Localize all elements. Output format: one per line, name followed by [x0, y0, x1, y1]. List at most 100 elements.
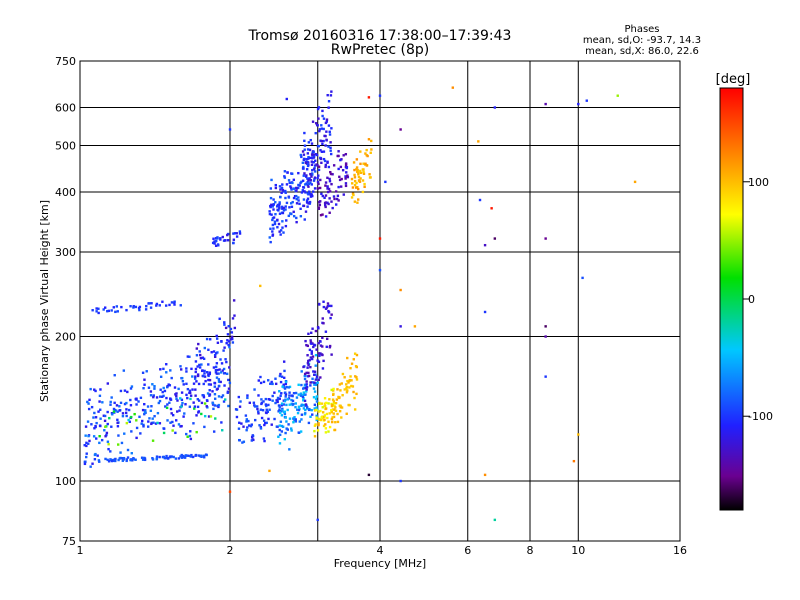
data-point [302, 407, 306, 410]
data-point [356, 170, 359, 173]
data-point [317, 303, 321, 306]
data-point [203, 346, 207, 350]
data-point [259, 284, 262, 288]
data-point [483, 310, 487, 314]
data-point [267, 403, 270, 407]
data-point [275, 425, 279, 428]
data-point [223, 321, 226, 324]
data-point [277, 222, 281, 226]
data-point [281, 385, 284, 388]
data-point [316, 429, 320, 432]
data-point [99, 388, 102, 391]
data-point [320, 402, 324, 405]
data-point [158, 455, 161, 459]
data-point [269, 196, 273, 200]
data-point [286, 171, 289, 174]
data-point [357, 187, 360, 191]
data-point [316, 381, 319, 384]
data-point [313, 435, 317, 438]
data-point [102, 308, 105, 311]
data-point [299, 214, 303, 218]
data-point [314, 423, 317, 426]
data-point [305, 406, 309, 409]
data-point [84, 425, 88, 428]
data-point [353, 200, 357, 203]
data-point [269, 204, 272, 208]
data-point [327, 100, 331, 103]
data-point [207, 415, 211, 418]
data-point [185, 370, 188, 373]
data-point [304, 408, 307, 412]
data-point [306, 177, 309, 180]
data-point [350, 177, 354, 181]
data-point [278, 207, 281, 210]
y-tick-label: 600 [55, 102, 76, 115]
data-point [302, 393, 305, 397]
data-point [306, 362, 310, 365]
data-point [116, 421, 119, 425]
data-point [311, 169, 314, 172]
data-point [174, 457, 178, 460]
data-point [303, 383, 307, 387]
data-point [313, 344, 317, 347]
data-point [226, 233, 229, 237]
data-point [207, 348, 210, 352]
data-point [279, 411, 282, 414]
data-point [493, 106, 497, 109]
data-point [203, 414, 207, 418]
data-point [283, 175, 286, 178]
data-point [149, 390, 153, 393]
data-point [352, 390, 355, 394]
data-point [284, 393, 288, 396]
data-point [216, 243, 220, 246]
data-point [290, 205, 294, 208]
data-point [107, 309, 111, 313]
data-point [118, 457, 121, 460]
data-point [292, 196, 296, 200]
data-point [286, 408, 289, 412]
data-point [305, 182, 308, 185]
data-point [296, 411, 300, 415]
data-point [325, 138, 328, 142]
data-point [544, 102, 547, 106]
data-point [303, 218, 306, 221]
data-point [260, 398, 263, 401]
data-point [289, 427, 293, 430]
data-point [357, 173, 360, 176]
data-point [358, 169, 362, 173]
data-point [345, 171, 348, 174]
data-point [330, 182, 333, 186]
data-point [137, 400, 140, 403]
data-point [148, 302, 151, 305]
data-point [299, 392, 303, 395]
data-point [220, 362, 224, 365]
data-point [310, 183, 313, 186]
data-point [378, 268, 382, 272]
data-point [340, 406, 344, 409]
data-point [294, 418, 297, 421]
data-point [84, 434, 87, 437]
data-point [188, 434, 192, 438]
data-point [214, 237, 218, 240]
data-point [192, 422, 195, 425]
data-point [297, 171, 300, 175]
data-point [378, 237, 382, 240]
data-point [307, 157, 310, 160]
data-point [317, 117, 320, 120]
data-point [307, 421, 311, 425]
data-point [100, 438, 104, 442]
data-point [330, 127, 333, 130]
data-point [355, 167, 358, 171]
data-point [271, 230, 274, 233]
data-point [155, 457, 159, 460]
data-point [239, 400, 242, 403]
data-point [292, 214, 296, 218]
data-point [342, 154, 345, 157]
data-point [330, 410, 333, 414]
data-point [353, 168, 356, 172]
data-point [289, 202, 293, 205]
data-point [267, 417, 270, 421]
data-point [278, 201, 281, 204]
data-point [353, 173, 356, 177]
data-point [284, 191, 287, 194]
